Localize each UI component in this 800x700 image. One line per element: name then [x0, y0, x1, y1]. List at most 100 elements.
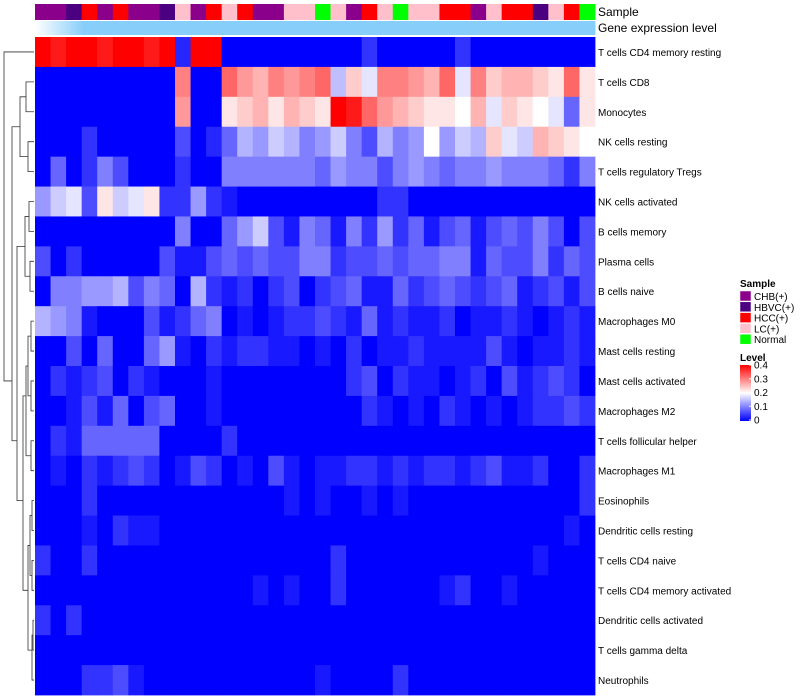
- heatmap-cell: [268, 96, 285, 128]
- heatmap-cell: [315, 126, 331, 158]
- heatmap-cell: [252, 216, 269, 247]
- expression-track-cell: [237, 21, 254, 35]
- heatmap-cell: [175, 635, 191, 666]
- expression-track-cell: [175, 21, 191, 35]
- heatmap-cell: [283, 605, 300, 636]
- heatmap-cell: [330, 366, 347, 397]
- heatmap-cell: [190, 96, 207, 128]
- heatmap-cell: [35, 665, 51, 696]
- heatmap-cell: [563, 216, 580, 247]
- heatmap-cell: [112, 575, 129, 606]
- heatmap-cell: [159, 575, 176, 606]
- heatmap-cell: [299, 306, 316, 337]
- heatmap-cell: [392, 246, 409, 277]
- heatmap-cell: [548, 156, 565, 187]
- heatmap-cell: [112, 186, 129, 217]
- row-label: NK cells resting: [598, 138, 667, 149]
- track-label-expression: Gene expression level: [598, 21, 717, 35]
- heatmap-cell: [439, 545, 456, 576]
- heatmap-cell: [237, 395, 254, 427]
- heatmap-cell: [377, 66, 394, 98]
- heatmap-cell: [579, 545, 596, 576]
- heatmap-cell: [532, 246, 549, 277]
- heatmap-cell: [175, 515, 191, 546]
- heatmap-cell: [81, 665, 98, 696]
- heatmap-cell: [455, 455, 471, 487]
- legend-sample-label: CHB(+): [754, 292, 788, 303]
- heatmap-cell: [423, 575, 440, 606]
- heatmap-cell: [563, 665, 580, 696]
- heatmap-cell: [470, 336, 487, 367]
- heatmap-cell: [66, 66, 83, 98]
- heatmap-cell: [175, 216, 191, 247]
- heatmap-cell: [143, 545, 160, 576]
- heatmap-cell: [175, 665, 191, 696]
- heatmap-cell: [237, 37, 254, 68]
- heatmap-cell: [408, 216, 425, 247]
- heatmap-cell: [532, 545, 549, 576]
- heatmap-cell: [252, 575, 269, 606]
- heatmap-cell: [517, 246, 534, 277]
- heatmap-cell: [315, 306, 331, 337]
- heatmap-cell: [50, 216, 67, 247]
- heatmap-cell: [128, 515, 145, 546]
- heatmap-cell: [361, 37, 378, 68]
- heatmap-cell: [159, 635, 176, 666]
- heatmap-cell: [175, 455, 191, 487]
- heatmap-cell: [128, 216, 145, 247]
- row-label: Plasma cells: [598, 257, 654, 268]
- heatmap-cell: [361, 665, 378, 696]
- heatmap-cell: [501, 575, 518, 606]
- heatmap-cell: [408, 37, 425, 68]
- heatmap-cell: [330, 545, 347, 576]
- heatmap-cell: [361, 96, 378, 128]
- heatmap-cell: [128, 635, 145, 666]
- row-label: T cells gamma delta: [598, 646, 688, 657]
- heatmap-cell: [97, 186, 114, 217]
- heatmap-cell: [330, 336, 347, 367]
- heatmap-cell: [206, 425, 223, 457]
- heatmap-cell: [299, 156, 316, 187]
- heatmap-cell: [81, 96, 98, 128]
- sample-track-cell: [423, 4, 440, 20]
- heatmap-cell: [501, 246, 518, 277]
- heatmap-cell: [470, 575, 487, 606]
- sample-track-cell: [206, 4, 223, 20]
- row-label: Eosinophils: [598, 497, 649, 508]
- heatmap-cell: [35, 635, 51, 666]
- heatmap-cell: [330, 96, 347, 128]
- heatmap-cell: [330, 37, 347, 68]
- heatmap-cell: [532, 37, 549, 68]
- heatmap-cell: [548, 126, 565, 158]
- heatmap-cell: [455, 186, 471, 217]
- heatmap-cell: [408, 605, 425, 636]
- heatmap-cell: [392, 66, 409, 98]
- heatmap-cell: [361, 515, 378, 546]
- heatmap-cell: [237, 96, 254, 128]
- heatmap-cell: [66, 276, 83, 307]
- sample-track-cell: [361, 4, 378, 20]
- heatmap-cell: [486, 126, 503, 158]
- heatmap-cell: [112, 605, 129, 636]
- row-label: T cells CD4 naive: [598, 556, 677, 567]
- heatmap-cell: [517, 366, 534, 397]
- heatmap-cell: [579, 306, 596, 337]
- heatmap-cell: [112, 66, 129, 98]
- heatmap-cell: [97, 96, 114, 128]
- expression-track-cell: [439, 21, 456, 35]
- heatmap-cell: [112, 425, 129, 457]
- heatmap-cell: [81, 246, 98, 277]
- heatmap-cell: [299, 425, 316, 457]
- heatmap-cell: [237, 246, 254, 277]
- heatmap-cell: [532, 156, 549, 187]
- heatmap-cell: [439, 485, 456, 516]
- heatmap-cell: [517, 306, 534, 337]
- heatmap-cell: [206, 485, 223, 516]
- heatmap-cell: [128, 276, 145, 307]
- dendrogram-branch: [31, 500, 34, 531]
- heatmap-cell: [423, 186, 440, 217]
- heatmap-cell: [423, 455, 440, 487]
- heatmap-cell: [252, 306, 269, 337]
- heatmap-cell: [159, 216, 176, 247]
- sample-track-cell: [268, 4, 285, 20]
